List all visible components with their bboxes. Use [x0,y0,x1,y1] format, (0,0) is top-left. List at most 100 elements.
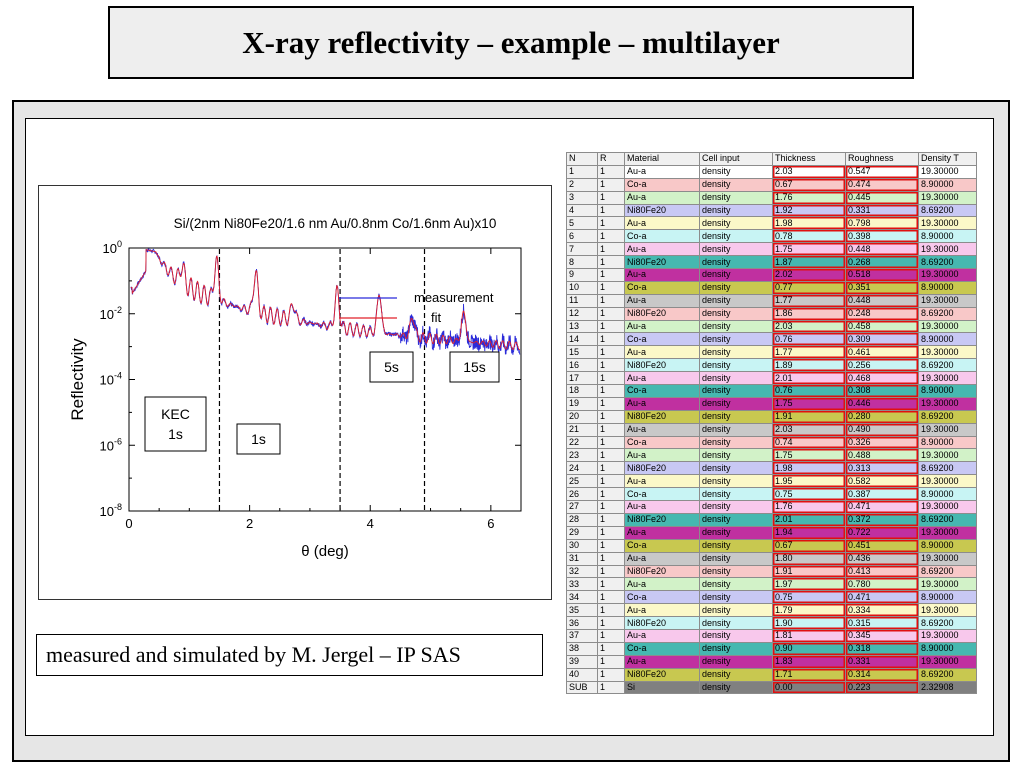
table-cell[interactable]: 0.334 [845,603,919,618]
table-cell[interactable]: 1.76 [772,190,846,205]
table-cell[interactable]: 8.90000 [918,280,977,295]
table-cell[interactable]: density [699,641,773,656]
table-cell[interactable]: Au-a [624,242,700,257]
table-cell[interactable]: 0.256 [845,358,919,373]
table-cell[interactable]: 0.798 [845,216,919,231]
table-cell[interactable]: density [699,358,773,373]
table-cell[interactable]: density [699,435,773,450]
table-cell[interactable]: density [699,448,773,463]
table-cell[interactable]: density [699,242,773,257]
table-cell[interactable]: 0.468 [845,371,919,386]
table-cell[interactable]: Au-a [624,525,700,540]
table-cell[interactable]: density [699,564,773,579]
table-cell[interactable]: density [699,268,773,282]
table-cell[interactable]: 0.90 [772,641,846,656]
table-cell[interactable]: density [699,332,773,347]
table-cell[interactable]: 0.74 [772,435,846,450]
table-cell[interactable]: 19.30000 [918,164,977,179]
table-cell[interactable]: Au-a [624,603,700,618]
table-cell[interactable]: 8.69200 [918,255,977,270]
table-cell[interactable]: 0.446 [845,396,919,411]
table-cell[interactable]: 0.76 [772,384,846,398]
table-cell[interactable]: 8.69200 [918,461,977,476]
table-cell[interactable]: Ni80Fe20 [624,306,700,321]
table-cell[interactable]: 19.30000 [918,216,977,231]
table-cell[interactable]: 1.86 [772,306,846,321]
table-cell[interactable]: density [699,500,773,514]
table-cell[interactable]: 0.582 [845,474,919,489]
table-cell[interactable]: 0.77 [772,280,846,295]
table-cell[interactable]: Au-a [624,293,700,308]
table-cell[interactable]: 19.30000 [918,268,977,282]
table-cell[interactable]: density [699,603,773,618]
table-cell[interactable]: Co-a [624,332,700,347]
table-cell[interactable]: Ni80Fe20 [624,564,700,579]
table-cell[interactable]: density [699,164,773,179]
table-cell[interactable]: Ni80Fe20 [624,255,700,270]
table-cell[interactable]: 1.87 [772,255,846,270]
table-cell[interactable]: 0.474 [845,177,919,192]
table-cell[interactable]: 0.314 [845,667,919,682]
table-cell[interactable]: Au-a [624,164,700,179]
table-cell[interactable]: 0.313 [845,461,919,476]
table-cell[interactable]: 1.95 [772,474,846,489]
table-cell[interactable]: Au-a [624,371,700,386]
table-cell[interactable]: 0.722 [845,525,919,540]
table-cell[interactable]: 19.30000 [918,500,977,514]
table-cell[interactable]: 0.315 [845,616,919,630]
table-cell[interactable]: 19.30000 [918,422,977,437]
table-cell[interactable]: 2.01 [772,512,846,527]
table-cell[interactable]: Au-a [624,500,700,514]
table-cell[interactable]: 2.32908 [918,680,977,695]
table-cell[interactable]: Si [624,680,700,695]
table-cell[interactable]: 2.03 [772,422,846,437]
table-cell[interactable]: 19.30000 [918,577,977,592]
table-cell[interactable]: density [699,216,773,231]
table-cell[interactable]: Co-a [624,384,700,398]
table-cell[interactable]: Au-a [624,448,700,463]
table-cell[interactable]: 8.69200 [918,616,977,630]
table-cell[interactable]: 0.223 [845,680,919,695]
table-cell[interactable]: 0.331 [845,654,919,669]
table-cell[interactable]: 8.69200 [918,667,977,682]
table-cell[interactable]: 0.00 [772,680,846,695]
table-cell[interactable]: 1.77 [772,345,846,360]
table-cell[interactable]: 8.90000 [918,332,977,347]
table-cell[interactable]: 0.75 [772,590,846,605]
table-cell[interactable]: density [699,616,773,630]
table-cell[interactable]: Co-a [624,487,700,502]
table-cell[interactable]: density [699,487,773,502]
table-cell[interactable]: density [699,551,773,566]
table-cell[interactable]: 1.92 [772,203,846,218]
table-cell[interactable]: Au-a [624,628,700,643]
table-cell[interactable]: Ni80Fe20 [624,461,700,476]
table-cell[interactable]: 19.30000 [918,371,977,386]
table-cell[interactable]: 1.81 [772,628,846,643]
table-cell[interactable]: density [699,667,773,682]
table-cell[interactable]: 0.268 [845,255,919,270]
table-cell[interactable]: 1.80 [772,551,846,566]
table-cell[interactable]: Au-a [624,396,700,411]
table-cell[interactable]: 1.90 [772,616,846,630]
table-cell[interactable]: 0.387 [845,487,919,502]
table-cell[interactable]: 0.78 [772,229,846,244]
table-cell[interactable]: density [699,293,773,308]
table-cell[interactable]: 0.448 [845,242,919,257]
table-cell[interactable]: 8.69200 [918,512,977,527]
table-cell[interactable]: density [699,345,773,360]
table-cell[interactable]: density [699,680,773,695]
table-cell[interactable]: 0.67 [772,177,846,192]
table-cell[interactable]: 0.280 [845,409,919,424]
table-cell[interactable]: Co-a [624,538,700,553]
table-cell[interactable]: 8.69200 [918,358,977,373]
table-cell[interactable]: Ni80Fe20 [624,203,700,218]
table-cell[interactable]: 8.90000 [918,641,977,656]
table-cell[interactable]: 0.445 [845,190,919,205]
table-cell[interactable]: 0.76 [772,332,846,347]
table-cell[interactable]: 0.248 [845,306,919,321]
table-cell[interactable]: 0.372 [845,512,919,527]
table-cell[interactable]: 19.30000 [918,603,977,618]
table-cell[interactable]: density [699,512,773,527]
table-cell[interactable]: 1.77 [772,293,846,308]
table-cell[interactable]: 1.83 [772,654,846,669]
